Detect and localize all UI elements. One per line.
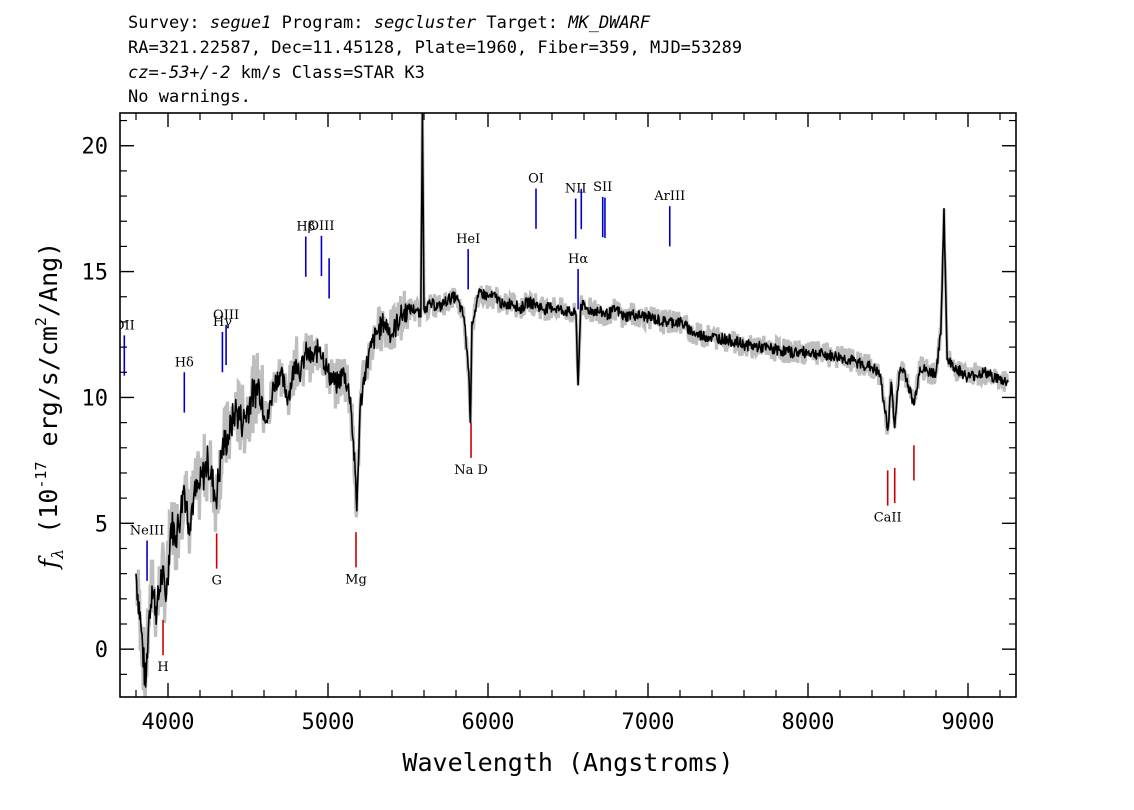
marker-label-15: ArIII xyxy=(653,189,685,204)
survey-value: segue1 xyxy=(210,13,271,33)
x-tick-label-4: 8000 xyxy=(782,710,835,735)
marker-label-10: NII xyxy=(565,181,587,196)
plot-area: OIINeIIIHδHγOIIIHβOIIIHeIOINIIHαSIIArIII… xyxy=(114,113,1010,697)
marker-label-1: NeIII xyxy=(130,524,164,539)
marker-label-16: H xyxy=(157,660,168,675)
header-line-2: RA=321.22587, Dec=11.45128, Plate=1960, … xyxy=(128,38,742,58)
y-tick-label-3: 15 xyxy=(82,261,109,286)
class-text: km/s Class=STAR K3 xyxy=(230,63,424,83)
x-axis-label: Wavelength (Angstroms) xyxy=(402,748,733,777)
header-line-3: cz=-53+/-2 km/s Class=STAR K3 xyxy=(128,63,425,83)
header-line-1: Survey: segue1 Program: segcluster Targe… xyxy=(128,13,651,33)
y-label-exp2: 2 xyxy=(32,317,50,326)
target-value: MK_DWARF xyxy=(567,13,651,33)
marker-label-11: Hα xyxy=(568,252,588,267)
marker-label-20: CaII xyxy=(874,511,902,526)
marker-label-13: SII xyxy=(593,180,612,195)
y-label-exp: -17 xyxy=(32,462,50,489)
y-tick-label-2: 10 xyxy=(82,386,109,411)
y-label-f: f xyxy=(34,555,63,570)
y-tick-label-4: 20 xyxy=(82,135,109,160)
header-line-4: No warnings. xyxy=(128,87,251,107)
x-tick-label-1: 5000 xyxy=(302,710,355,735)
marker-label-18: Mg xyxy=(345,572,367,587)
error-band xyxy=(134,113,1010,697)
program-value: segcluster xyxy=(374,13,477,33)
y-axis-label: fλ (10-17 erg/s/cm2/Ang) xyxy=(32,242,67,570)
survey-label: Survey: xyxy=(128,13,200,33)
y-label-sub: λ xyxy=(48,549,67,560)
line-markers: OIINeIIIHδHγOIIIHβOIIIHeIOINIIHαSIIArIII… xyxy=(114,172,915,675)
cz-label: cz= xyxy=(128,63,159,83)
marker-label-17: G xyxy=(211,574,221,589)
marker-label-4: OIII xyxy=(213,308,239,323)
marker-label-9: OI xyxy=(528,172,544,187)
marker-label-19: Na D xyxy=(454,463,488,478)
flux-series xyxy=(135,113,1009,688)
y-label-close: /Ang) xyxy=(34,242,63,317)
cz-value: -53+/-2 xyxy=(159,63,231,83)
marker-label-0: OII xyxy=(114,318,135,333)
marker-label-3: Hγ xyxy=(213,315,232,330)
x-tick-label-5: 9000 xyxy=(942,710,995,735)
x-tick-label-3: 7000 xyxy=(622,710,675,735)
program-label: Program: xyxy=(282,13,364,33)
y-tick-label-0: 0 xyxy=(95,638,108,663)
y-tick-label-1: 5 xyxy=(95,512,108,537)
marker-label-2: Hδ xyxy=(175,355,194,370)
target-label: Target: xyxy=(486,13,558,33)
x-tick-label-2: 6000 xyxy=(462,710,515,735)
x-tick-label-0: 4000 xyxy=(142,710,195,735)
marker-label-8: HeI xyxy=(456,232,480,247)
plot-frame xyxy=(119,112,1017,698)
marker-label-5: Hβ xyxy=(296,220,315,235)
y-label-mid: erg/s/cm xyxy=(34,326,63,461)
axis-ticks: 4000 5000 6000 7000 8000 9000 0 5 10 15 20 xyxy=(82,113,1016,735)
marker-label-6: OIII xyxy=(308,219,334,234)
y-label-open: (10 xyxy=(34,489,63,549)
